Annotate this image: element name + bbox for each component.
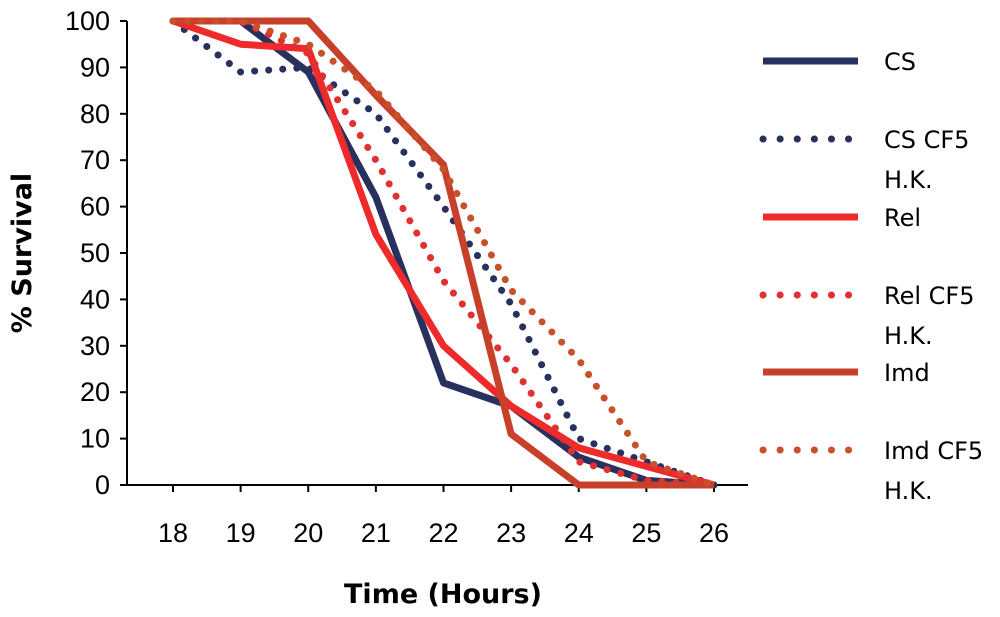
legend-label: Imd CF5 [884, 437, 983, 465]
y-tick-label: 50 [80, 238, 110, 268]
x-tick-label: 20 [293, 518, 323, 548]
y-axis-title: % Survival [7, 173, 38, 333]
legend-label: Imd [884, 359, 930, 387]
series-line-5 [173, 17, 714, 489]
y-tick-label: 70 [80, 145, 110, 175]
series-line-2 [169, 17, 718, 489]
y-tick-label: 80 [80, 99, 110, 129]
x-tick-label: 22 [428, 518, 458, 548]
plot-area [169, 17, 718, 489]
series-line-6 [169, 17, 718, 489]
y-tick-label: 40 [80, 284, 110, 314]
y-tick-label: 90 [80, 52, 110, 82]
y-tick-label: 0 [95, 470, 110, 500]
x-axis-title: Time (Hours) [344, 579, 542, 610]
x-tick-label: 23 [496, 518, 526, 548]
series-line-4 [169, 17, 718, 489]
legend-label: Rel [884, 204, 921, 232]
legend-label: H.K. [884, 477, 933, 505]
x-tick-label: 25 [631, 518, 661, 548]
y-tick-label: 30 [80, 331, 110, 361]
legend-label: H.K. [884, 166, 933, 194]
x-tick-label: 21 [361, 518, 391, 548]
y-tick-label: 20 [80, 377, 110, 407]
series-line-3 [171, 17, 715, 489]
x-tick-label: 18 [158, 518, 188, 548]
legend-label: CS CF5 [884, 126, 969, 154]
legend-label: H.K. [884, 322, 933, 350]
x-tick-label: 19 [226, 518, 256, 548]
legend-label: Rel CF5 [884, 282, 975, 310]
legend-label: CS [884, 48, 916, 76]
y-tick-label: 60 [80, 192, 110, 222]
y-tick-label: 100 [65, 6, 110, 36]
y-tick-label: 10 [80, 424, 110, 454]
x-tick-label: 26 [699, 518, 729, 548]
legend: CS CS CF5 H.K. Rel Rel CF5 H.K. Imd Imd CF5 H.K. [759, 48, 983, 505]
axes: 0 10 20 30 40 50 60 70 80 90 100 18 19 20 21 22 23 24 25 26 [65, 6, 748, 548]
series-line-1 [173, 17, 715, 489]
x-tick-label: 24 [564, 518, 594, 548]
